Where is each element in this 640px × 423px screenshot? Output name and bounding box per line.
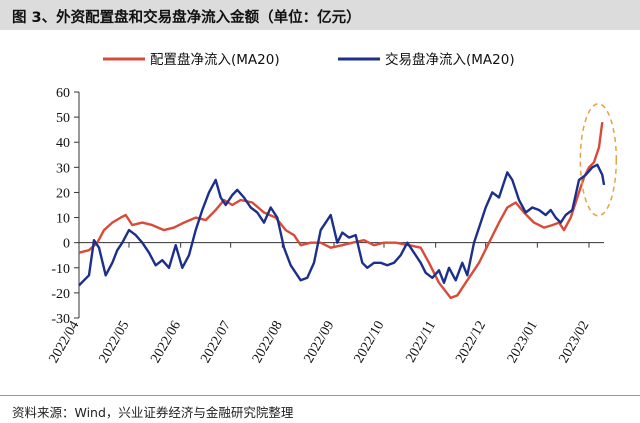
line-chart: 配置盘净流入(MA20) 交易盘净流入(MA20) -30 -20 -10 0 10 20… <box>47 51 618 366</box>
x-tick-label: 2022/10 <box>352 319 388 366</box>
footer-divider <box>0 395 640 396</box>
x-tick-label: 2022/08 <box>250 319 286 366</box>
legend-label-allocation: 配置盘净流入(MA20) <box>150 51 280 68</box>
series-line-allocation <box>78 121 604 300</box>
x-tick-label: 2022/05 <box>97 319 133 366</box>
y-tick-label: 30 <box>56 161 70 176</box>
y-tick-label: 60 <box>56 86 70 101</box>
series-lines <box>78 121 606 300</box>
y-axis: -30 -20 -10 0 10 20 30 40 50 60 <box>51 86 80 327</box>
legend: 配置盘净流入(MA20) 交易盘净流入(MA20) <box>103 51 515 68</box>
y-tick-label: -30 <box>51 312 70 327</box>
y-tick-label: -10 <box>51 262 70 277</box>
figure-title-bar: 图 3、外资配置盘和交易盘净流入金额（单位：亿元） <box>0 0 640 30</box>
y-tick-label: 50 <box>56 111 70 126</box>
x-tick-label: 2022/06 <box>148 319 184 366</box>
y-tick-label: 20 <box>56 186 70 201</box>
y-tick-label: 40 <box>56 136 70 151</box>
x-tick-label: 2022/09 <box>302 319 338 366</box>
x-tick-label: 2022/07 <box>198 319 234 366</box>
figure-title: 图 3、外资配置盘和交易盘净流入金额（单位：亿元） <box>12 10 361 26</box>
x-tick-label: 2023/02 <box>557 319 593 366</box>
highlight-ellipse <box>579 103 618 217</box>
y-tick-label: 10 <box>56 212 70 227</box>
x-tick-label: 2022/12 <box>453 318 489 365</box>
y-tick-label: 0 <box>63 237 70 252</box>
source-note: 资料来源：Wind，兴业证券经济与金融研究院整理 <box>12 405 294 420</box>
y-tick-label: -20 <box>51 287 70 302</box>
series-line-trading <box>78 163 606 287</box>
x-tick-label: 2023/01 <box>505 319 541 366</box>
x-tick-label: 2022/11 <box>403 319 439 366</box>
x-axis: 2022/04 2022/05 2022/06 2022/07 2022/08 2022/… <box>47 242 604 366</box>
legend-label-trading: 交易盘净流入(MA20) <box>385 51 515 68</box>
